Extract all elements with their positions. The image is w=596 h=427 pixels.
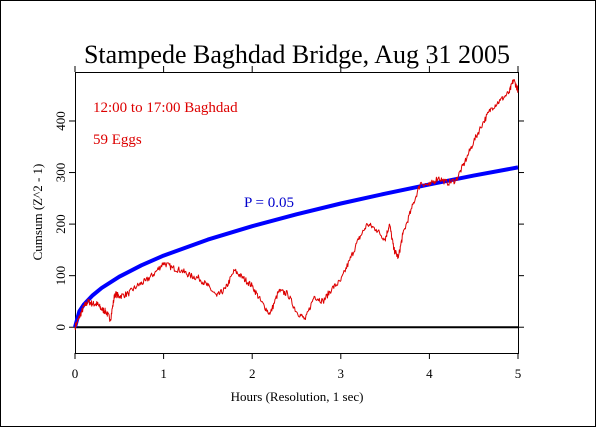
x-tick-label: 2 [249,366,256,381]
x-axis-label: Hours (Resolution, 1 sec) [231,389,364,404]
y-axis-ticks: 0 100 200 300 400 [53,111,524,330]
x-tick-label: 0 [72,366,79,381]
y-axis-label: Cumsum (Z^2 - 1) [30,164,45,261]
x-tick-label: 4 [426,366,433,381]
chart-title: Stampede Baghdad Bridge, Aug 31 2005 [84,40,510,69]
y-tick-label: 100 [53,266,68,286]
x-tick-label: 1 [160,366,167,381]
cumsum-series-line [74,79,519,331]
y-tick-label: 400 [53,111,68,131]
x-tick-label: 5 [515,366,522,381]
x-tick-label: 3 [338,366,345,381]
x-axis-ticks: 0 1 2 3 4 5 [72,66,522,381]
annotation-significance: P = 0.05 [244,195,294,211]
annotation-egg-count: 59 Eggs [93,132,142,148]
y-tick-label: 300 [53,163,68,183]
plot-frame [75,72,519,354]
annotation-time-range: 12:00 to 17:00 Baghdad [93,100,238,116]
y-tick-label: 0 [53,324,68,331]
y-tick-label: 200 [53,214,68,234]
plot-marks [73,79,519,331]
